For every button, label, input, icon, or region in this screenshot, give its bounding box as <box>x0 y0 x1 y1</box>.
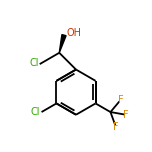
Text: Cl: Cl <box>31 107 40 117</box>
Text: F: F <box>123 110 129 120</box>
Polygon shape <box>59 35 66 53</box>
Text: Cl: Cl <box>29 58 39 68</box>
Text: OH: OH <box>67 28 82 38</box>
Text: F: F <box>118 95 123 105</box>
Text: F: F <box>113 122 119 132</box>
